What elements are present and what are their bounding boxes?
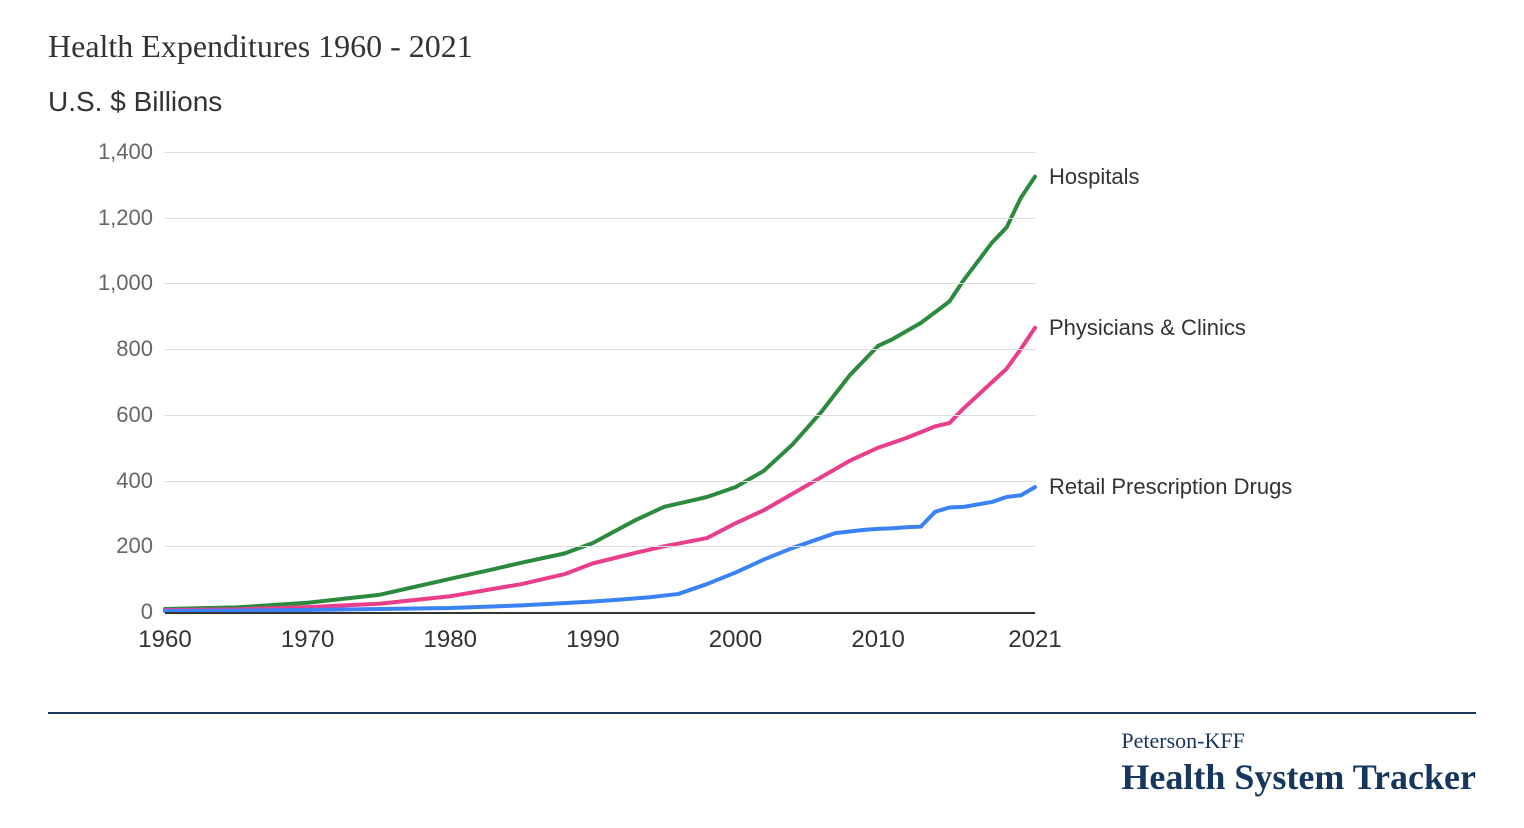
chart-canvas: Health Expenditures 1960 - 2021 U.S. $ B…	[0, 0, 1524, 828]
y-tick-label: 0	[141, 599, 153, 625]
chart-title: Health Expenditures 1960 - 2021	[48, 28, 473, 65]
y-tick-label: 1,200	[98, 205, 153, 231]
chart-subtitle: U.S. $ Billions	[48, 86, 222, 118]
x-tick-label: 2010	[851, 626, 904, 654]
plot-area: 02004006008001,0001,2001,400196019701980…	[165, 152, 1035, 612]
series-line-physicians-clinics	[165, 328, 1035, 610]
brand-line2: Health System Tracker	[1121, 756, 1476, 798]
y-gridline	[165, 415, 1035, 416]
series-label-retail-prescription-drugs: Retail Prescription Drugs	[1049, 474, 1292, 500]
x-tick-label: 2021	[1008, 626, 1061, 654]
y-gridline	[165, 481, 1035, 482]
series-label-hospitals: Hospitals	[1049, 164, 1139, 190]
x-tick-label: 2000	[709, 626, 762, 654]
series-line-hospitals	[165, 177, 1035, 609]
x-tick-label: 1960	[138, 626, 191, 654]
y-tick-label: 1,000	[98, 270, 153, 296]
y-tick-label: 800	[116, 336, 153, 362]
brand-line1: Peterson-KFF	[1121, 728, 1476, 754]
series-label-physicians-clinics: Physicians & Clinics	[1049, 315, 1246, 341]
footer-rule	[48, 712, 1476, 714]
x-axis-line	[165, 612, 1035, 614]
x-tick-label: 1970	[281, 626, 334, 654]
series-svg	[165, 152, 1035, 612]
x-tick-label: 1990	[566, 626, 619, 654]
brand-block: Peterson-KFF Health System Tracker	[1121, 728, 1476, 798]
y-tick-label: 200	[116, 533, 153, 559]
y-gridline	[165, 349, 1035, 350]
y-gridline	[165, 152, 1035, 153]
y-tick-label: 400	[116, 468, 153, 494]
y-tick-label: 1,400	[98, 139, 153, 165]
y-tick-label: 600	[116, 402, 153, 428]
y-gridline	[165, 218, 1035, 219]
y-gridline	[165, 283, 1035, 284]
x-tick-label: 1980	[424, 626, 477, 654]
y-gridline	[165, 546, 1035, 547]
series-line-retail-prescription-drugs	[165, 487, 1035, 611]
